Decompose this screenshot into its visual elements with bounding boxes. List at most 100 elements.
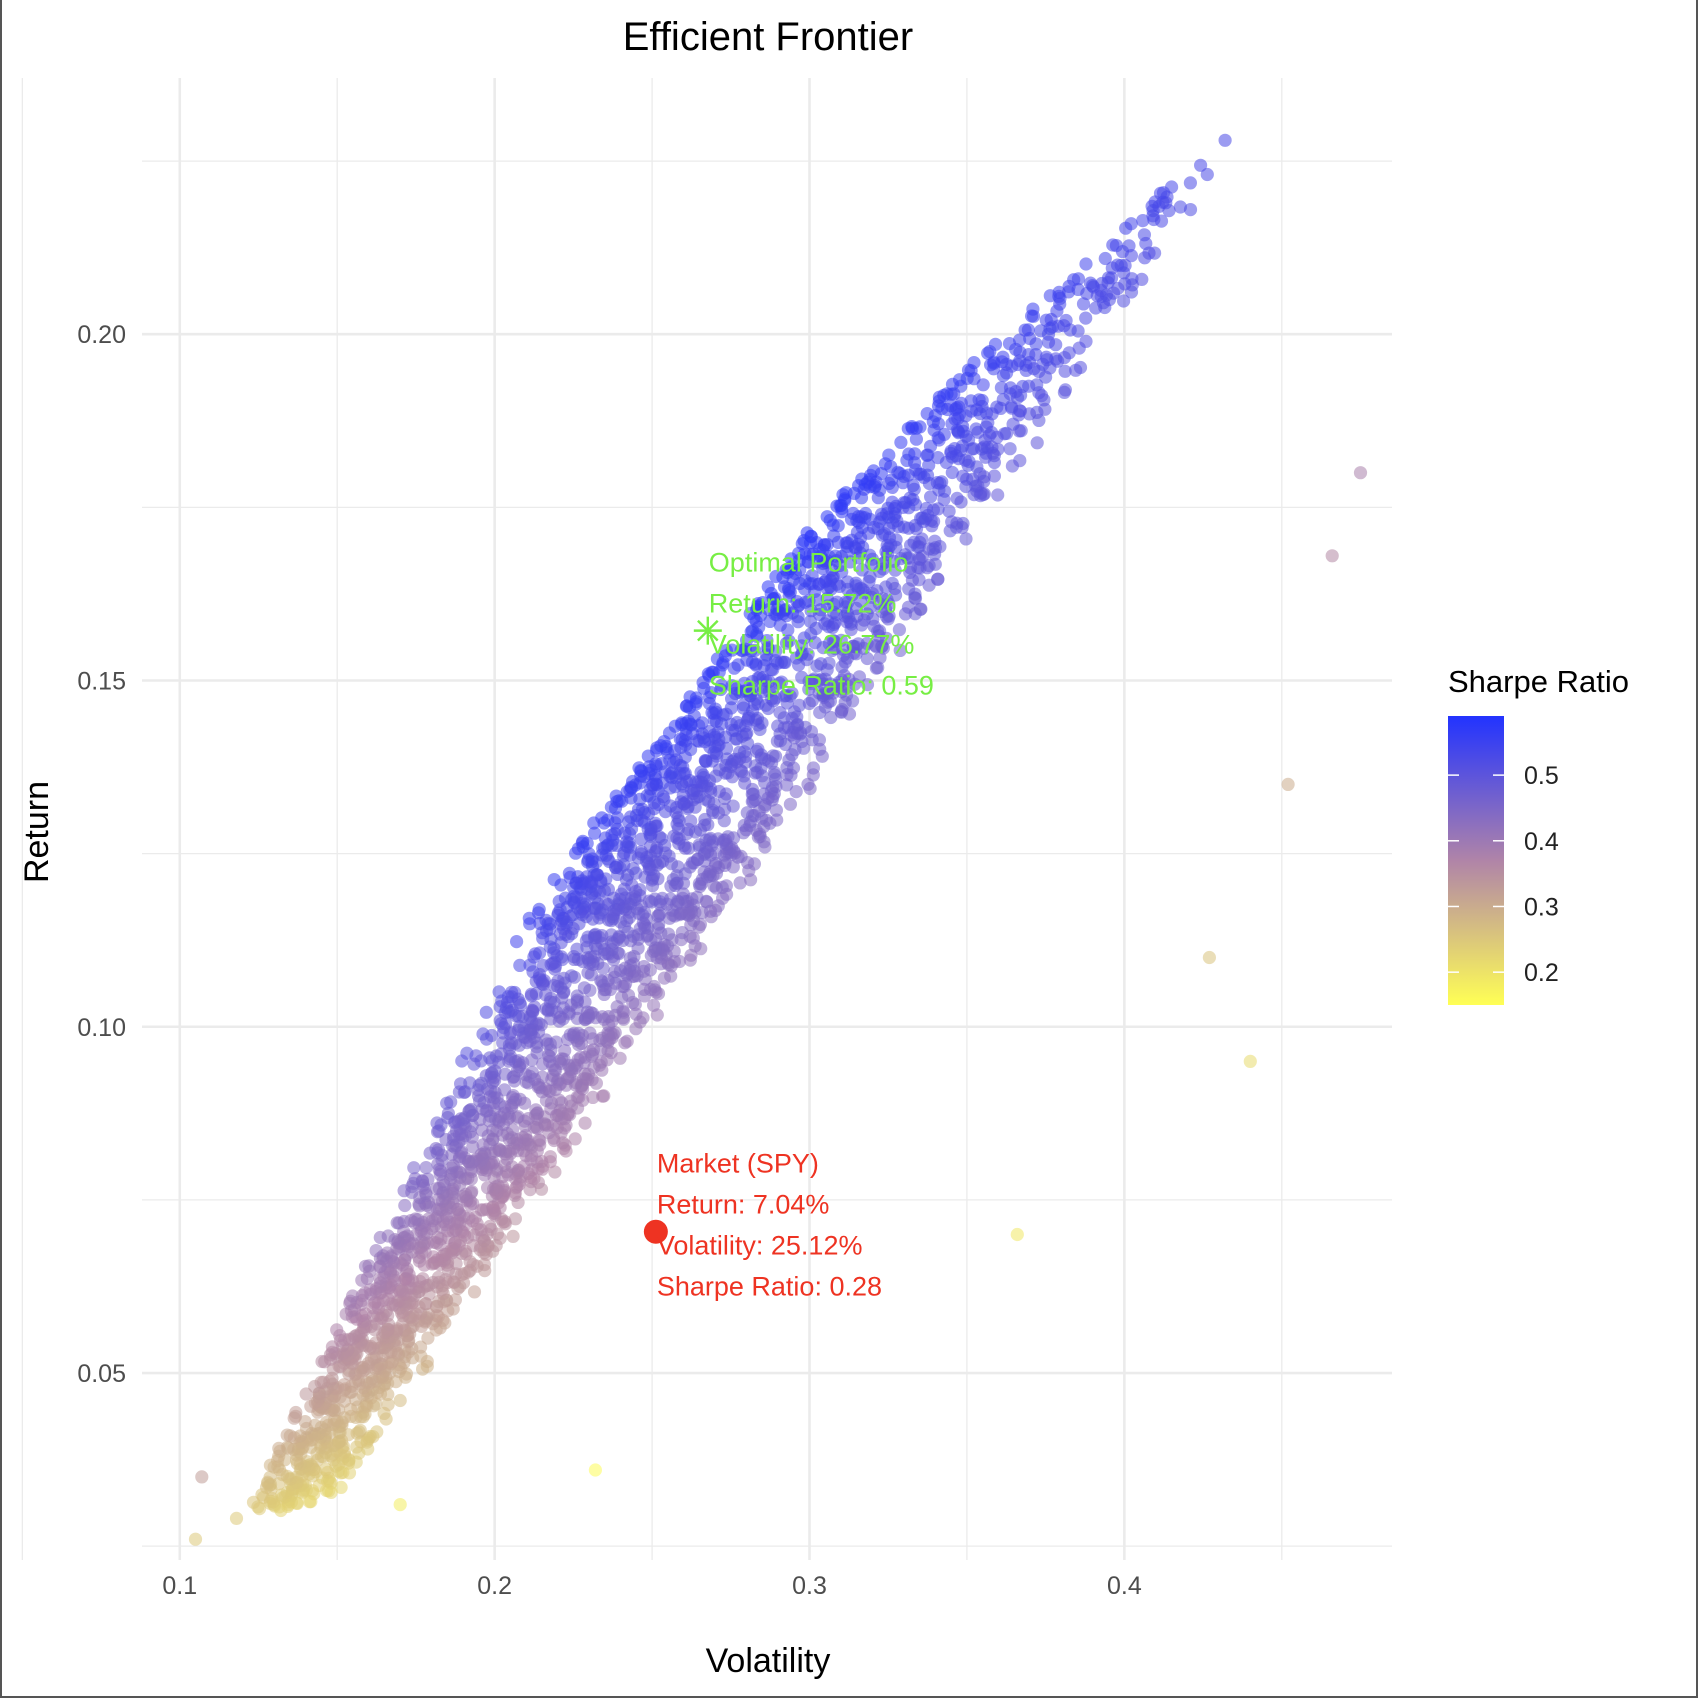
portfolio-point <box>692 838 706 852</box>
portfolio-point <box>994 381 1009 395</box>
portfolio-point <box>1018 323 1032 337</box>
portfolio-point <box>508 1212 522 1226</box>
scatter-points <box>188 133 1368 1546</box>
portfolio-point <box>698 812 712 827</box>
portfolio-point <box>773 706 787 720</box>
portfolio-point <box>924 490 938 504</box>
portfolio-point <box>475 1123 489 1137</box>
portfolio-point <box>779 563 793 577</box>
portfolio-point <box>373 1230 387 1245</box>
portfolio-point <box>813 742 827 756</box>
portfolio-point <box>683 690 697 704</box>
portfolio-point <box>1183 203 1198 217</box>
portfolio-point <box>846 506 860 521</box>
portfolio-point <box>558 1044 572 1058</box>
portfolio-point <box>662 726 677 740</box>
portfolio-point <box>830 499 844 513</box>
portfolio-point <box>623 810 638 824</box>
chart-title: Efficient Frontier <box>623 15 914 59</box>
portfolio-point <box>246 1495 261 1509</box>
portfolio-point <box>1079 311 1093 325</box>
portfolio-point <box>727 661 741 675</box>
portfolio-point <box>855 472 869 486</box>
portfolio-point <box>608 965 622 979</box>
portfolio-point <box>588 1463 603 1477</box>
y-tick-label: 0.10 <box>77 1014 126 1042</box>
portfolio-point <box>188 1532 203 1546</box>
portfolio-point <box>1039 350 1053 364</box>
portfolio-point <box>381 1398 395 1412</box>
portfolio-point <box>1202 950 1216 965</box>
portfolio-point <box>1153 186 1168 200</box>
portfolio-point <box>615 990 629 1005</box>
portfolio-point <box>673 732 687 746</box>
portfolio-point <box>676 887 690 901</box>
portfolio-point <box>407 1161 421 1175</box>
portfolio-point <box>1138 251 1152 265</box>
portfolio-point <box>800 526 814 540</box>
legend-tick-label: 0.2 <box>1524 959 1559 987</box>
portfolio-point <box>505 985 519 999</box>
portfolio-point <box>1194 158 1208 172</box>
portfolio-point <box>563 1028 577 1042</box>
portfolio-point <box>1106 238 1120 252</box>
portfolio-point <box>441 1106 455 1120</box>
portfolio-point <box>609 789 623 803</box>
portfolio-point <box>657 971 672 985</box>
portfolio-point <box>869 661 884 675</box>
portfolio-point <box>1076 297 1091 311</box>
portfolio-point <box>398 1198 412 1213</box>
portfolio-point <box>576 834 590 849</box>
portfolio-point <box>498 1067 512 1081</box>
portfolio-point <box>320 1415 334 1429</box>
portfolio-point <box>647 998 661 1012</box>
portfolio-point <box>784 552 798 566</box>
portfolio-point <box>760 634 774 648</box>
portfolio-point <box>789 785 803 799</box>
legend-ticks: 0.2 0.3 0.4 0.5 <box>1448 762 1559 987</box>
x-tick-label: 0.4 <box>1107 1572 1142 1600</box>
portfolio-point <box>1218 133 1232 147</box>
portfolio-point <box>1243 1054 1257 1068</box>
portfolio-point <box>529 1103 543 1117</box>
portfolio-point <box>1183 176 1197 190</box>
portfolio-point <box>827 529 841 543</box>
portfolio-point <box>942 504 956 518</box>
portfolio-point <box>439 1133 453 1147</box>
portfolio-point <box>548 1165 562 1179</box>
annotation-label: Volatility: 26.77% <box>709 630 915 660</box>
portfolio-point <box>744 625 758 639</box>
portfolio-point <box>901 422 915 436</box>
legend-tick-label: 0.4 <box>1524 828 1559 856</box>
portfolio-point <box>892 623 907 637</box>
portfolio-point <box>440 1096 454 1110</box>
portfolio-point <box>1119 221 1133 235</box>
portfolio-point <box>820 510 834 524</box>
portfolio-point <box>922 578 936 592</box>
portfolio-point <box>792 698 806 713</box>
portfolio-point <box>1137 228 1151 242</box>
portfolio-point <box>725 679 739 693</box>
portfolio-point <box>346 1289 360 1303</box>
portfolio-point <box>969 422 983 436</box>
portfolio-point <box>1079 257 1093 271</box>
portfolio-point <box>272 1441 286 1455</box>
portfolio-point <box>948 412 962 426</box>
portfolio-point <box>492 985 506 999</box>
portfolio-point <box>634 832 648 846</box>
portfolio-point <box>637 982 651 997</box>
annotations: Optimal Portfolio Return: 15.72% Volatilit… <box>643 548 934 1302</box>
portfolio-point <box>737 818 751 833</box>
portfolio-point <box>1117 294 1131 308</box>
portfolio-point <box>524 987 539 1001</box>
portfolio-point <box>551 974 565 988</box>
portfolio-point <box>720 752 734 766</box>
portfolio-point <box>1013 333 1027 347</box>
portfolio-point <box>675 926 689 940</box>
portfolio-point <box>903 561 918 575</box>
x-axis-title: Volatility <box>706 1642 831 1680</box>
portfolio-point <box>423 1146 437 1160</box>
portfolio-point <box>626 774 640 789</box>
portfolio-point <box>325 1340 339 1354</box>
